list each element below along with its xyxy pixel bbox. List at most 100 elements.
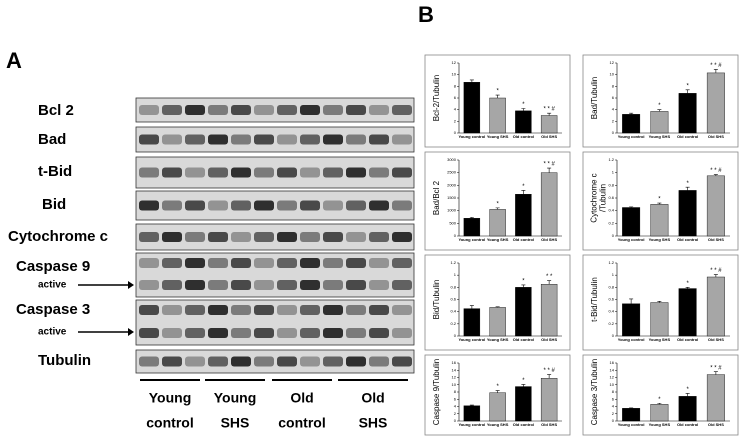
blot-band <box>208 200 228 211</box>
group-label: Young <box>149 390 192 406</box>
blot-band <box>392 134 412 145</box>
blot-label: Bad <box>38 131 66 148</box>
blot-band <box>139 280 159 290</box>
blot-strip <box>135 349 415 374</box>
y-axis-label: /Tubulin <box>599 184 608 212</box>
significance: * <box>496 201 499 207</box>
x-tick-label: Old control <box>513 337 534 342</box>
blot-band <box>231 167 251 178</box>
active-label: active <box>38 280 67 291</box>
y-tick-label: 0.6 <box>450 297 456 302</box>
blot-band <box>323 167 343 178</box>
y-axis-label: Bad/Tubulin <box>590 77 599 119</box>
bar <box>678 288 697 337</box>
error-bar <box>657 109 662 112</box>
blot-band <box>254 134 274 145</box>
blot-band <box>277 167 297 178</box>
y-tick-label: 0.8 <box>608 284 614 289</box>
x-tick-label: Old control <box>513 422 534 427</box>
blot-band <box>185 232 205 242</box>
chart-frame <box>582 54 739 148</box>
x-tick-label: Young control <box>618 237 645 242</box>
x-tick-label: Old control <box>513 134 534 139</box>
blot-label: Caspase 9 <box>16 258 90 275</box>
blot-band <box>254 328 274 338</box>
error-bar <box>521 284 526 288</box>
y-axis-label: t-Bid/Tubulin <box>590 277 599 322</box>
error-bar <box>495 94 500 98</box>
blot-band <box>392 356 412 367</box>
bar <box>463 308 481 337</box>
blot-band <box>231 258 251 268</box>
y-tick-label: 6 <box>454 396 457 401</box>
x-tick-label: Young SHS <box>649 337 671 342</box>
significance: * <box>522 102 525 108</box>
x-tick-label: Young control <box>458 237 485 242</box>
bar <box>622 114 641 134</box>
blot-label: Cytochrome c <box>8 228 108 245</box>
blot-band <box>162 167 182 178</box>
blot-band <box>369 232 389 242</box>
blot-band <box>300 280 320 290</box>
blot-band <box>231 200 251 211</box>
chart-frame <box>424 254 571 351</box>
y-tick-label: 2 <box>454 118 457 123</box>
blot-band <box>392 105 412 115</box>
blot-band <box>369 328 389 338</box>
y-tick-label: 10 <box>610 382 615 387</box>
bar <box>463 405 481 422</box>
significance: * <box>522 378 525 384</box>
x-tick-label: Old SHS <box>708 422 724 427</box>
blot-band <box>185 200 205 211</box>
error-bar <box>469 216 474 219</box>
blot-band <box>208 134 228 145</box>
bar <box>678 396 697 422</box>
blot-band <box>346 200 366 211</box>
x-tick-label: Young SHS <box>487 134 509 139</box>
blot-band <box>162 200 182 211</box>
blot-band <box>369 280 389 290</box>
blot-band <box>323 328 343 338</box>
blot-band <box>300 134 320 145</box>
blot-band <box>369 200 389 211</box>
blot-band <box>300 305 320 315</box>
y-tick-label: 10 <box>452 382 457 387</box>
bar <box>540 284 558 337</box>
blot-band <box>369 356 389 367</box>
y-tick-label: 1.2 <box>450 260 456 265</box>
y-tick-label: 10 <box>452 72 457 77</box>
bar <box>489 392 506 422</box>
x-tick-label: Old SHS <box>541 337 557 342</box>
blot-band <box>300 356 320 367</box>
bar <box>515 287 532 337</box>
blot-band <box>300 105 320 115</box>
blot-band <box>277 280 297 290</box>
blot-band <box>231 232 251 242</box>
blot-band <box>369 105 389 115</box>
blot-label: Caspase 3 <box>16 301 90 318</box>
blot-band <box>231 305 251 315</box>
error-bar <box>469 305 474 309</box>
significance: * <box>658 397 661 403</box>
blot-band <box>231 356 251 367</box>
bar <box>515 110 532 134</box>
significance: * <box>658 197 661 203</box>
bar <box>515 386 532 422</box>
y-tick-label: 12 <box>610 375 615 380</box>
blot-band <box>208 258 228 268</box>
error-bar <box>685 89 690 94</box>
x-tick-label: Old control <box>677 337 698 342</box>
blot-band <box>254 232 274 242</box>
blot-band <box>300 232 320 242</box>
y-tick-label: 12 <box>452 375 457 380</box>
y-tick-label: 4 <box>612 404 615 409</box>
error-bar <box>547 167 552 173</box>
y-tick-label: 4 <box>454 404 457 409</box>
y-tick-label: 10 <box>610 72 615 77</box>
blot-band <box>185 356 205 367</box>
blot-band <box>346 258 366 268</box>
x-tick-label: Young SHS <box>649 422 671 427</box>
group-label: Old <box>290 390 313 406</box>
error-bar <box>629 298 634 304</box>
